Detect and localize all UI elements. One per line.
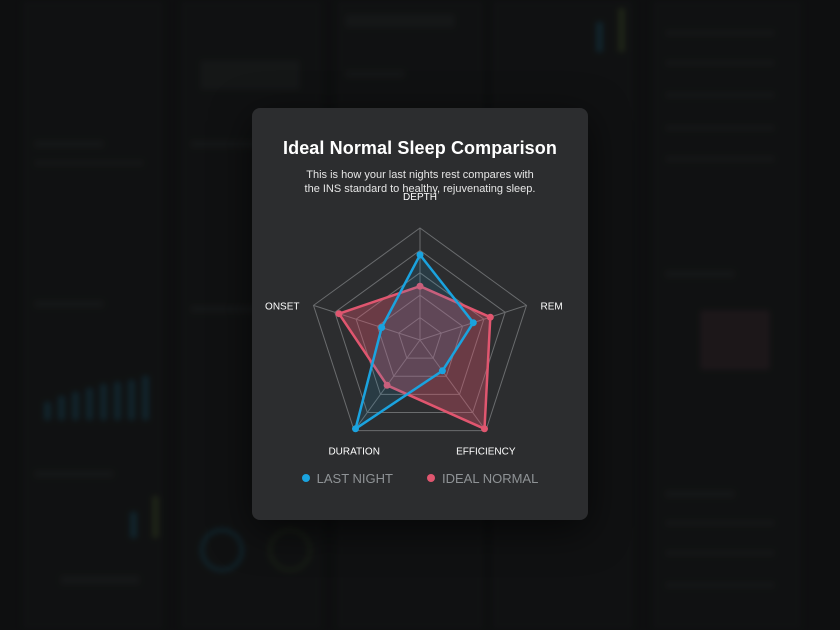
data-point-last-night-efficiency: [438, 367, 446, 375]
grid-ring-3: [355, 272, 485, 395]
axis-label-depth: DEPTH: [403, 192, 437, 203]
series-area-last-night: [354, 253, 475, 431]
data-point-last-night-depth: [416, 251, 424, 259]
sleep-comparison-modal: Ideal Normal Sleep Comparison This is ho…: [252, 108, 588, 520]
axis-label-rem: REM: [541, 301, 563, 312]
legend-label-last-night: LAST NIGHT: [316, 470, 393, 486]
data-point-ideal-normal-onset: [335, 310, 343, 318]
axis-label-onset: ONSET: [265, 301, 299, 312]
grid-ring-4: [334, 249, 506, 413]
data-point-ideal-normal-efficiency: [481, 425, 488, 433]
data-point-last-night-onset: [378, 324, 386, 331]
legend-item-ideal-normal[interactable]: IDEAL NORMAL: [427, 471, 538, 486]
data-point-ideal-normal-rem: [486, 313, 494, 321]
legend-dot-last-night: [301, 474, 310, 482]
data-point-ideal-normal-duration: [383, 381, 391, 389]
subtitle-line-2: the INS standard to healthy, rejuvenatin…: [304, 183, 536, 195]
subtitle-line-1: This is how your last nights rest compar…: [306, 169, 534, 181]
radar-chart: DEPTH REM EFFICIENCY DURATION ONSET: [265, 192, 563, 458]
grid-spoke-onset: [313, 304, 421, 341]
axis-label-efficiency: EFFICIENCY: [456, 447, 516, 458]
grid-ring-5: [312, 227, 528, 432]
data-point-last-night-duration: [352, 425, 359, 433]
legend-dot-ideal-normal: [427, 474, 435, 482]
modal-subtitle: This is how your last nights rest compar…: [282, 168, 558, 196]
axis-label-duration: DURATION: [328, 447, 379, 458]
legend-label-ideal-normal: IDEAL NORMAL: [442, 470, 539, 486]
data-point-last-night-rem: [469, 319, 477, 327]
modal-title: Ideal Normal Sleep Comparison: [283, 138, 557, 158]
legend-item-last-night[interactable]: LAST NIGHT: [301, 470, 393, 486]
series-area-ideal-normal: [337, 284, 492, 431]
grid-ring-1: [398, 316, 442, 359]
chart-legend: LAST NIGHT IDEAL NORMAL: [252, 470, 588, 486]
data-point-ideal-normal-depth: [416, 282, 424, 290]
grid-spoke-efficiency: [419, 339, 487, 431]
